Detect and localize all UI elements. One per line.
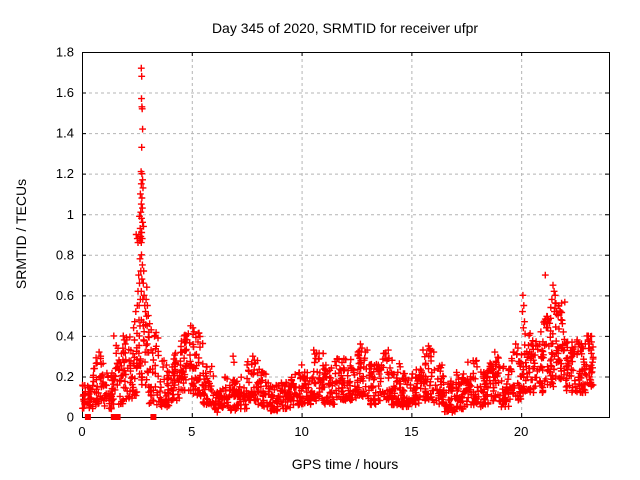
y-tick-label-1.4: 1.4	[56, 126, 74, 141]
y-tick-label-0.4: 0.4	[56, 328, 74, 343]
x-tick-label-10: 10	[294, 424, 308, 439]
x-tick-label-15: 15	[404, 424, 418, 439]
x-axis-label: GPS time / hours	[291, 456, 399, 472]
plot-border	[82, 52, 610, 418]
grid-lines	[83, 53, 608, 416]
zero-flag-square	[150, 414, 157, 420]
y-tick-label-0.6: 0.6	[56, 288, 74, 303]
y-tick-label-1.6: 1.6	[56, 85, 74, 100]
y-tick-labels: 0 0.2 0.4 0.6 0.8 1 1.2 1.4 1.6 1.8	[56, 45, 74, 425]
y-tick-label-1.2: 1.2	[56, 166, 74, 181]
x-tick-label-20: 20	[514, 424, 528, 439]
y-tick-label-1.8: 1.8	[56, 45, 74, 60]
y-tick-label-1: 1	[67, 207, 74, 222]
chart-title: Day 345 of 2020, SRMTID for receiver ufp…	[211, 20, 479, 36]
zero-flag-square	[84, 414, 91, 420]
data-points-plus	[79, 64, 597, 416]
zero-flag-square	[114, 414, 121, 420]
x-tick-labels: 0 5 10 15 20	[78, 424, 528, 439]
y-tick-label-0.2: 0.2	[56, 369, 74, 384]
y-tick-label-0.8: 0.8	[56, 247, 74, 262]
zero-flag-squares	[84, 414, 157, 420]
x-tick-label-5: 5	[188, 424, 195, 439]
y-tick-label-0: 0	[67, 410, 74, 425]
x-tick-label-0: 0	[78, 424, 85, 439]
